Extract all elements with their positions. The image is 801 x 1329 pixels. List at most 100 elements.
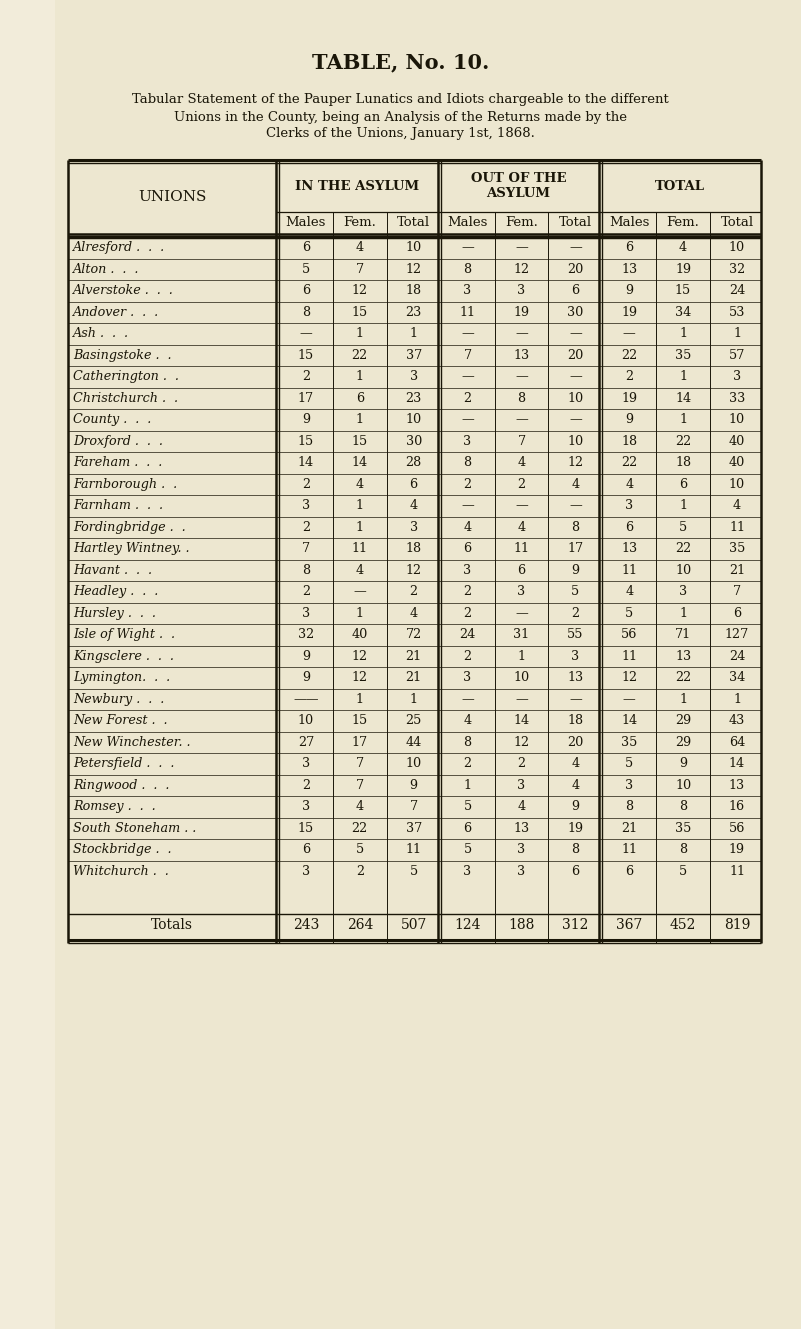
Text: 72: 72 bbox=[405, 629, 422, 642]
Text: 2: 2 bbox=[464, 650, 472, 663]
Text: 3: 3 bbox=[625, 500, 634, 512]
Text: 21: 21 bbox=[405, 650, 422, 663]
Text: 9: 9 bbox=[409, 779, 418, 792]
Text: Males: Males bbox=[609, 217, 650, 230]
Text: 14: 14 bbox=[675, 392, 691, 405]
Text: 8: 8 bbox=[302, 306, 310, 319]
Text: 23: 23 bbox=[405, 306, 422, 319]
Text: 6: 6 bbox=[679, 477, 687, 490]
Text: 1: 1 bbox=[356, 327, 364, 340]
Text: 11: 11 bbox=[513, 542, 529, 556]
Text: 2: 2 bbox=[625, 371, 634, 383]
Text: 2: 2 bbox=[302, 585, 310, 598]
Text: 6: 6 bbox=[625, 865, 634, 877]
Text: Alton .  .  .: Alton . . . bbox=[73, 263, 139, 275]
Text: 9: 9 bbox=[302, 671, 310, 684]
Text: 5: 5 bbox=[464, 800, 472, 813]
Text: 312: 312 bbox=[562, 918, 589, 932]
Text: 8: 8 bbox=[679, 843, 687, 856]
Text: 3: 3 bbox=[302, 500, 310, 512]
Text: 24: 24 bbox=[729, 650, 745, 663]
Text: Catherington .  .: Catherington . . bbox=[73, 371, 179, 383]
Text: 8: 8 bbox=[464, 456, 472, 469]
Text: Fem.: Fem. bbox=[505, 217, 538, 230]
Text: 2: 2 bbox=[356, 865, 364, 877]
Text: 5: 5 bbox=[302, 263, 310, 275]
Text: Kingsclere .  .  .: Kingsclere . . . bbox=[73, 650, 174, 663]
Text: 10: 10 bbox=[405, 413, 422, 427]
Text: 4: 4 bbox=[464, 521, 472, 534]
Text: 2: 2 bbox=[464, 758, 472, 771]
Text: 10: 10 bbox=[567, 435, 583, 448]
Text: Headley .  .  .: Headley . . . bbox=[73, 585, 159, 598]
Text: 40: 40 bbox=[729, 456, 745, 469]
Text: 4: 4 bbox=[409, 500, 418, 512]
Text: 6: 6 bbox=[625, 521, 634, 534]
Text: 33: 33 bbox=[729, 392, 745, 405]
Text: 2: 2 bbox=[464, 392, 472, 405]
Text: —: — bbox=[461, 413, 474, 427]
Text: 5: 5 bbox=[464, 843, 472, 856]
Text: 5: 5 bbox=[679, 865, 687, 877]
Text: 12: 12 bbox=[405, 263, 422, 275]
Text: 3: 3 bbox=[733, 371, 741, 383]
Text: 30: 30 bbox=[567, 306, 583, 319]
Text: 35: 35 bbox=[675, 348, 691, 361]
Text: 4: 4 bbox=[356, 563, 364, 577]
Text: 10: 10 bbox=[729, 242, 745, 254]
Text: OUT OF THE
ASYLUM: OUT OF THE ASYLUM bbox=[471, 171, 566, 199]
Text: 1: 1 bbox=[409, 327, 417, 340]
Text: 7: 7 bbox=[409, 800, 418, 813]
Text: 21: 21 bbox=[405, 671, 422, 684]
Text: Total: Total bbox=[559, 217, 592, 230]
Text: 2: 2 bbox=[517, 477, 525, 490]
Text: 19: 19 bbox=[567, 821, 583, 835]
Text: —: — bbox=[569, 500, 582, 512]
Text: 34: 34 bbox=[675, 306, 691, 319]
Text: 2: 2 bbox=[302, 477, 310, 490]
Text: 56: 56 bbox=[729, 821, 745, 835]
Text: 13: 13 bbox=[621, 542, 638, 556]
Text: Ringwood .  .  .: Ringwood . . . bbox=[73, 779, 170, 792]
Text: 7: 7 bbox=[356, 263, 364, 275]
Text: 2: 2 bbox=[464, 607, 472, 619]
Text: 4: 4 bbox=[409, 607, 418, 619]
Text: 127: 127 bbox=[725, 629, 749, 642]
Text: 367: 367 bbox=[616, 918, 642, 932]
Text: Petersfield .  .  .: Petersfield . . . bbox=[73, 758, 175, 771]
Text: 18: 18 bbox=[621, 435, 638, 448]
Text: —: — bbox=[515, 327, 528, 340]
Text: 20: 20 bbox=[567, 263, 583, 275]
Text: 30: 30 bbox=[405, 435, 422, 448]
Text: 9: 9 bbox=[679, 758, 687, 771]
Text: 819: 819 bbox=[724, 918, 751, 932]
Text: New Winchester. .: New Winchester. . bbox=[73, 736, 191, 748]
Text: 14: 14 bbox=[513, 714, 529, 727]
Text: 8: 8 bbox=[464, 736, 472, 748]
Text: 3: 3 bbox=[464, 671, 472, 684]
Text: 3: 3 bbox=[302, 865, 310, 877]
Text: 2: 2 bbox=[571, 607, 579, 619]
Text: 2: 2 bbox=[464, 477, 472, 490]
Text: 56: 56 bbox=[621, 629, 638, 642]
Text: 4: 4 bbox=[517, 521, 525, 534]
Text: 243: 243 bbox=[292, 918, 319, 932]
Text: 14: 14 bbox=[621, 714, 638, 727]
Text: Christchurch .  .: Christchurch . . bbox=[73, 392, 178, 405]
Text: 10: 10 bbox=[729, 413, 745, 427]
Text: 53: 53 bbox=[729, 306, 745, 319]
Text: —: — bbox=[515, 692, 528, 706]
Text: 22: 22 bbox=[675, 671, 691, 684]
Text: 1: 1 bbox=[464, 779, 472, 792]
Text: —: — bbox=[515, 371, 528, 383]
Text: Farnham .  .  .: Farnham . . . bbox=[73, 500, 163, 512]
Text: 13: 13 bbox=[513, 348, 529, 361]
Text: 11: 11 bbox=[622, 843, 638, 856]
Text: 264: 264 bbox=[347, 918, 373, 932]
Text: 5: 5 bbox=[625, 607, 634, 619]
Text: 13: 13 bbox=[513, 821, 529, 835]
Text: 5: 5 bbox=[625, 758, 634, 771]
Text: 2: 2 bbox=[302, 779, 310, 792]
Text: 8: 8 bbox=[679, 800, 687, 813]
Text: 6: 6 bbox=[302, 242, 310, 254]
